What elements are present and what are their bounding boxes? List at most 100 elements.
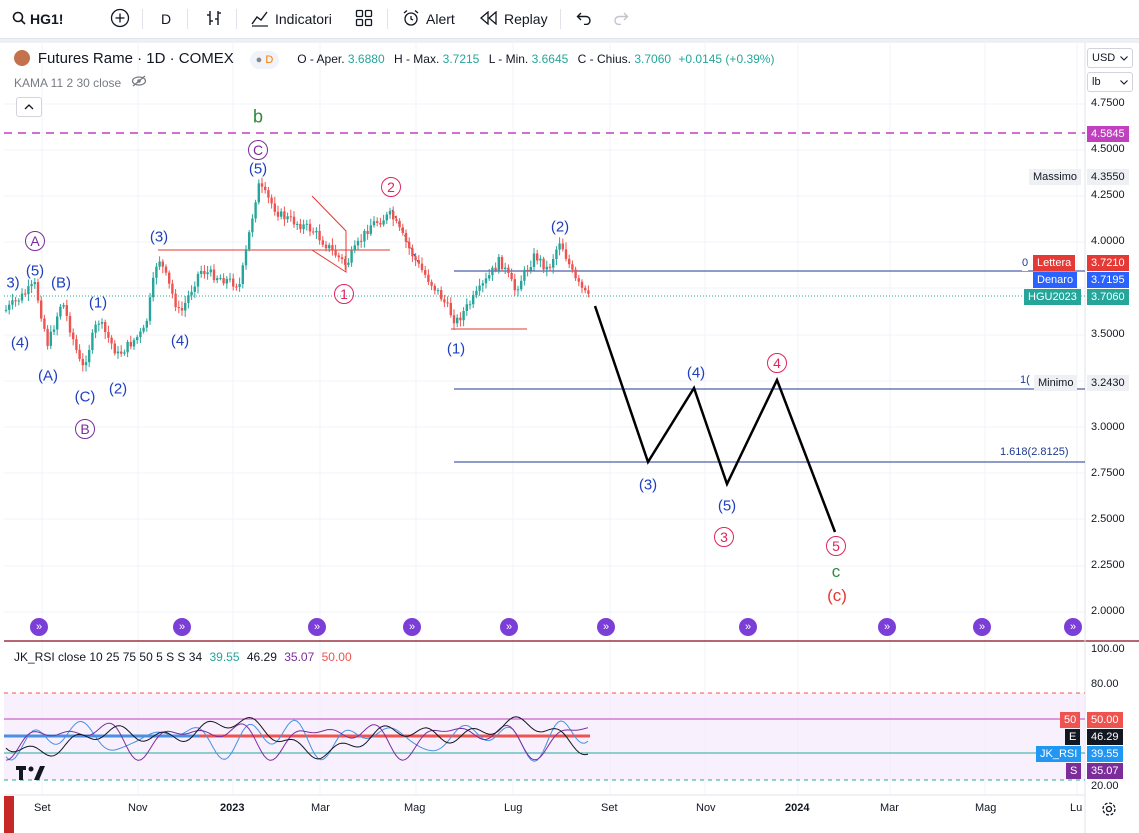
candle-body: [392, 211, 395, 220]
candle-body: [574, 269, 577, 279]
candle-body: [78, 349, 81, 359]
candle-body: [203, 270, 206, 275]
event-marker-icon[interactable]: »: [973, 618, 991, 636]
candle-body: [254, 202, 257, 219]
candle-body: [558, 243, 561, 250]
candle-body: [88, 349, 91, 363]
candle-body: [94, 324, 97, 333]
chevron-up-icon: [24, 101, 34, 113]
interval-button[interactable]: D: [161, 11, 172, 27]
candle-body: [356, 240, 360, 246]
price-tick: 2.5000: [1091, 513, 1125, 525]
candle-body: [40, 300, 43, 319]
candle-body: [436, 290, 440, 292]
candle-body: [232, 278, 235, 287]
candle-body: [20, 293, 24, 301]
candle-body: [11, 300, 14, 305]
candle-body: [184, 302, 187, 311]
candle-body: [427, 274, 430, 282]
time-tick: 2023: [220, 802, 245, 814]
candle-body: [462, 311, 465, 321]
candle-body: [401, 227, 404, 233]
eye-off-icon[interactable]: [131, 75, 147, 90]
candle-body: [564, 249, 568, 259]
event-marker-icon[interactable]: »: [597, 618, 615, 636]
candle-body: [411, 248, 414, 257]
event-marker-icon[interactable]: »: [173, 618, 191, 636]
event-marker-icon[interactable]: »: [500, 618, 518, 636]
rsi-tick: 80.00: [1091, 678, 1119, 690]
candle-body: [475, 290, 478, 295]
candle-body: [539, 258, 542, 261]
rsi-title[interactable]: JK_RSI close 10 25 75 50 5 S S 34: [14, 650, 203, 664]
event-marker-icon[interactable]: »: [308, 618, 326, 636]
chevron-down-icon: [1120, 52, 1128, 64]
redo-button[interactable]: [613, 0, 629, 38]
low-label: L - Min.: [488, 52, 529, 66]
event-marker-icon[interactable]: »: [403, 618, 421, 636]
candle-body: [545, 266, 548, 270]
candle-body: [280, 211, 283, 217]
candle-body: [433, 285, 436, 291]
event-marker-icon[interactable]: »: [878, 618, 896, 636]
wave-label-p4: (4): [686, 364, 706, 382]
wave-label-pc: (c): [827, 586, 847, 605]
collapse-legend-button[interactable]: [16, 97, 42, 117]
alert-button[interactable]: Alert: [402, 0, 455, 38]
indicators-button[interactable]: Indicatori: [251, 0, 332, 38]
candle-body: [580, 281, 584, 288]
candle-body: [238, 284, 241, 287]
price-tick: 2.0000: [1091, 605, 1125, 617]
event-marker-icon[interactable]: »: [739, 618, 757, 636]
event-marker-icon[interactable]: »: [1064, 618, 1082, 636]
undo-button[interactable]: [576, 0, 592, 38]
rsi-ema-line: [5, 716, 589, 760]
candle-body: [107, 332, 110, 338]
settings-gear-icon[interactable]: [1101, 801, 1117, 822]
rsi-signal-line: [5, 722, 589, 761]
candle-body: [260, 183, 264, 187]
candle-body: [385, 214, 388, 221]
wave-label-p1: (1): [88, 294, 108, 312]
candle-body: [273, 203, 276, 212]
wave-label-p5: (5): [717, 497, 737, 515]
indicator-label[interactable]: KAMA 11 2 30 close: [14, 76, 122, 90]
candle-body: [196, 273, 200, 287]
legend-badge[interactable]: ● D: [249, 51, 280, 69]
rsi-line: [5, 719, 589, 762]
open-value: 3.6880: [347, 52, 385, 66]
candle-body: [139, 331, 142, 338]
candle-body: [209, 269, 212, 273]
candle-body: [296, 223, 299, 225]
dashed-level-tag: 4.5845: [1087, 126, 1129, 142]
candle-body: [171, 283, 174, 294]
legend-main: Futures Rame · 1D · COMEX ● D O - Aper. …: [14, 50, 774, 69]
candle-body: [408, 241, 411, 249]
event-marker-icon[interactable]: »: [30, 618, 48, 636]
time-tick: Set: [601, 802, 618, 814]
candle-body: [520, 280, 523, 290]
chart-type-button[interactable]: [205, 0, 223, 38]
time-tick: Mar: [880, 802, 899, 814]
candle-body: [523, 269, 526, 281]
candle-body: [283, 211, 286, 220]
compare-button[interactable]: [110, 0, 130, 38]
replay-button[interactable]: Replay: [480, 0, 548, 38]
wave-label-C-circle: C: [248, 140, 268, 160]
wave-label-3-circle: 3: [714, 527, 734, 547]
layouts-button[interactable]: [355, 0, 373, 38]
wave-label-5-circle: 5: [826, 536, 846, 556]
undo-icon: [576, 11, 592, 28]
symbol-search[interactable]: HG1!: [12, 0, 63, 38]
candle-body: [382, 220, 385, 225]
wave-label-pA: (A): [38, 367, 58, 385]
unit-select[interactable]: lb: [1087, 72, 1133, 92]
candle-body: [187, 295, 190, 303]
candle-body: [251, 218, 254, 233]
candle-body: [526, 269, 529, 271]
currency-select[interactable]: USD: [1087, 48, 1133, 68]
time-tick: Mag: [975, 802, 997, 814]
candle-body: [219, 277, 222, 279]
candle-body: [468, 304, 472, 306]
